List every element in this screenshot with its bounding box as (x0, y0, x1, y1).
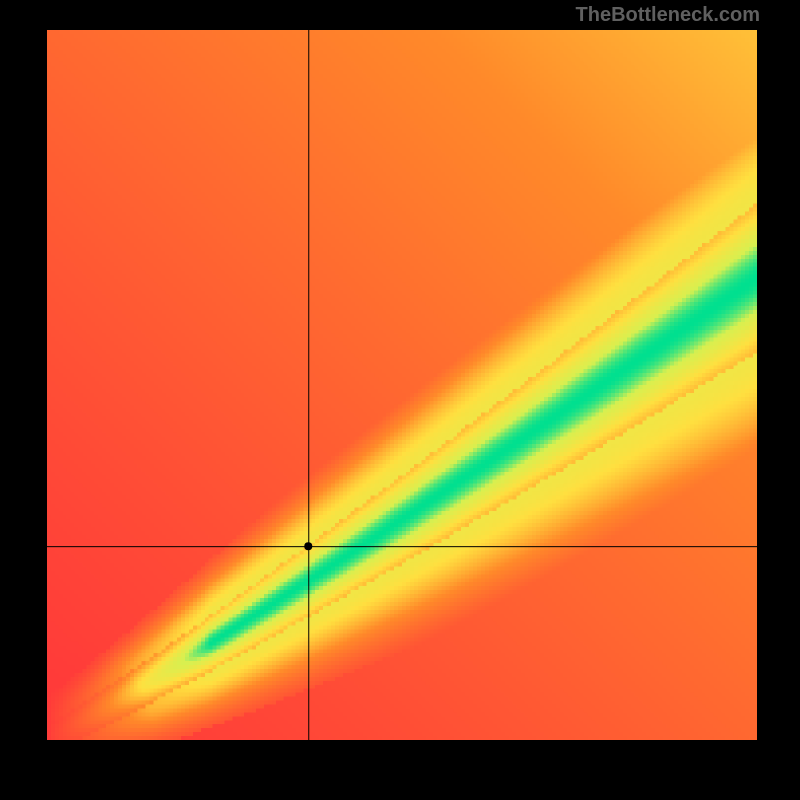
crosshair-overlay (47, 30, 757, 740)
watermark-text: TheBottleneck.com (576, 4, 760, 27)
chart-container: TheBottleneck.com (0, 0, 800, 800)
plot-area (47, 30, 757, 740)
